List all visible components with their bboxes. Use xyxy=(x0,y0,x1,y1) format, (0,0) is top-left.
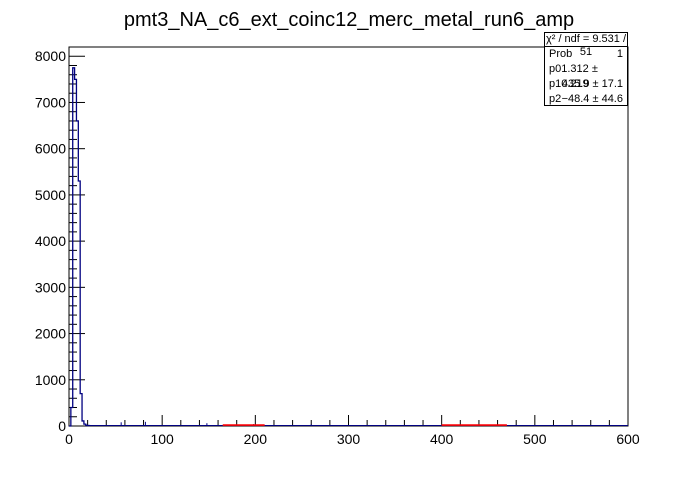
x-tick-label: 300 xyxy=(337,431,361,447)
stats-name: p2 xyxy=(549,92,561,107)
histogram-bin xyxy=(75,79,77,426)
y-tick-label: 1000 xyxy=(35,372,66,388)
stats-row: p0 1.312 ± 0.219 xyxy=(545,62,627,77)
histogram-outline xyxy=(69,68,89,426)
stats-row: p2 −48.4 ± 44.6 xyxy=(545,92,627,107)
y-tick-label: 5000 xyxy=(35,187,66,203)
stats-row: p1 435.9 ± 17.1 xyxy=(545,77,627,92)
y-tick-label: 3000 xyxy=(35,279,66,295)
x-axis: 0 100 200 300 400 500 600 xyxy=(65,415,640,447)
stats-value: 1.312 ± 0.219 xyxy=(561,62,623,77)
y-tick-label: 7000 xyxy=(35,94,66,110)
stats-name: p1 xyxy=(549,77,561,92)
x-tick-label: 500 xyxy=(523,431,547,447)
chart-title: pmt3_NA_c6_ext_coinc12_merc_metal_run6_a… xyxy=(124,9,574,31)
y-tick-label: 2000 xyxy=(35,326,66,342)
x-tick-label: 200 xyxy=(244,431,268,447)
x-tick-label: 400 xyxy=(430,431,454,447)
y-tick-label: 8000 xyxy=(35,48,66,64)
histogram-bars xyxy=(69,68,628,426)
y-tick-label: 4000 xyxy=(35,233,66,249)
stats-value: −48.4 ± 44.6 xyxy=(562,92,623,107)
stats-chi2: χ² / ndf = 9.531 / 51 xyxy=(545,33,627,47)
x-tick-label: 100 xyxy=(150,431,174,447)
stats-box: χ² / ndf = 9.531 / 51 Prob 1 p0 1.312 ± … xyxy=(544,32,628,106)
stats-value: 1 xyxy=(617,47,623,62)
x-tick-label: 0 xyxy=(65,431,73,447)
y-axis: 0 1000 2000 3000 4000 5000 6000 7000 8000 xyxy=(35,47,85,434)
stats-value: 435.9 ± 17.1 xyxy=(562,77,623,92)
stats-name: p0 xyxy=(549,62,561,77)
x-tick-label: 600 xyxy=(616,431,640,447)
stats-name: Prob xyxy=(549,47,572,62)
y-tick-label: 6000 xyxy=(35,141,66,157)
y-tick-label: 0 xyxy=(58,418,66,434)
